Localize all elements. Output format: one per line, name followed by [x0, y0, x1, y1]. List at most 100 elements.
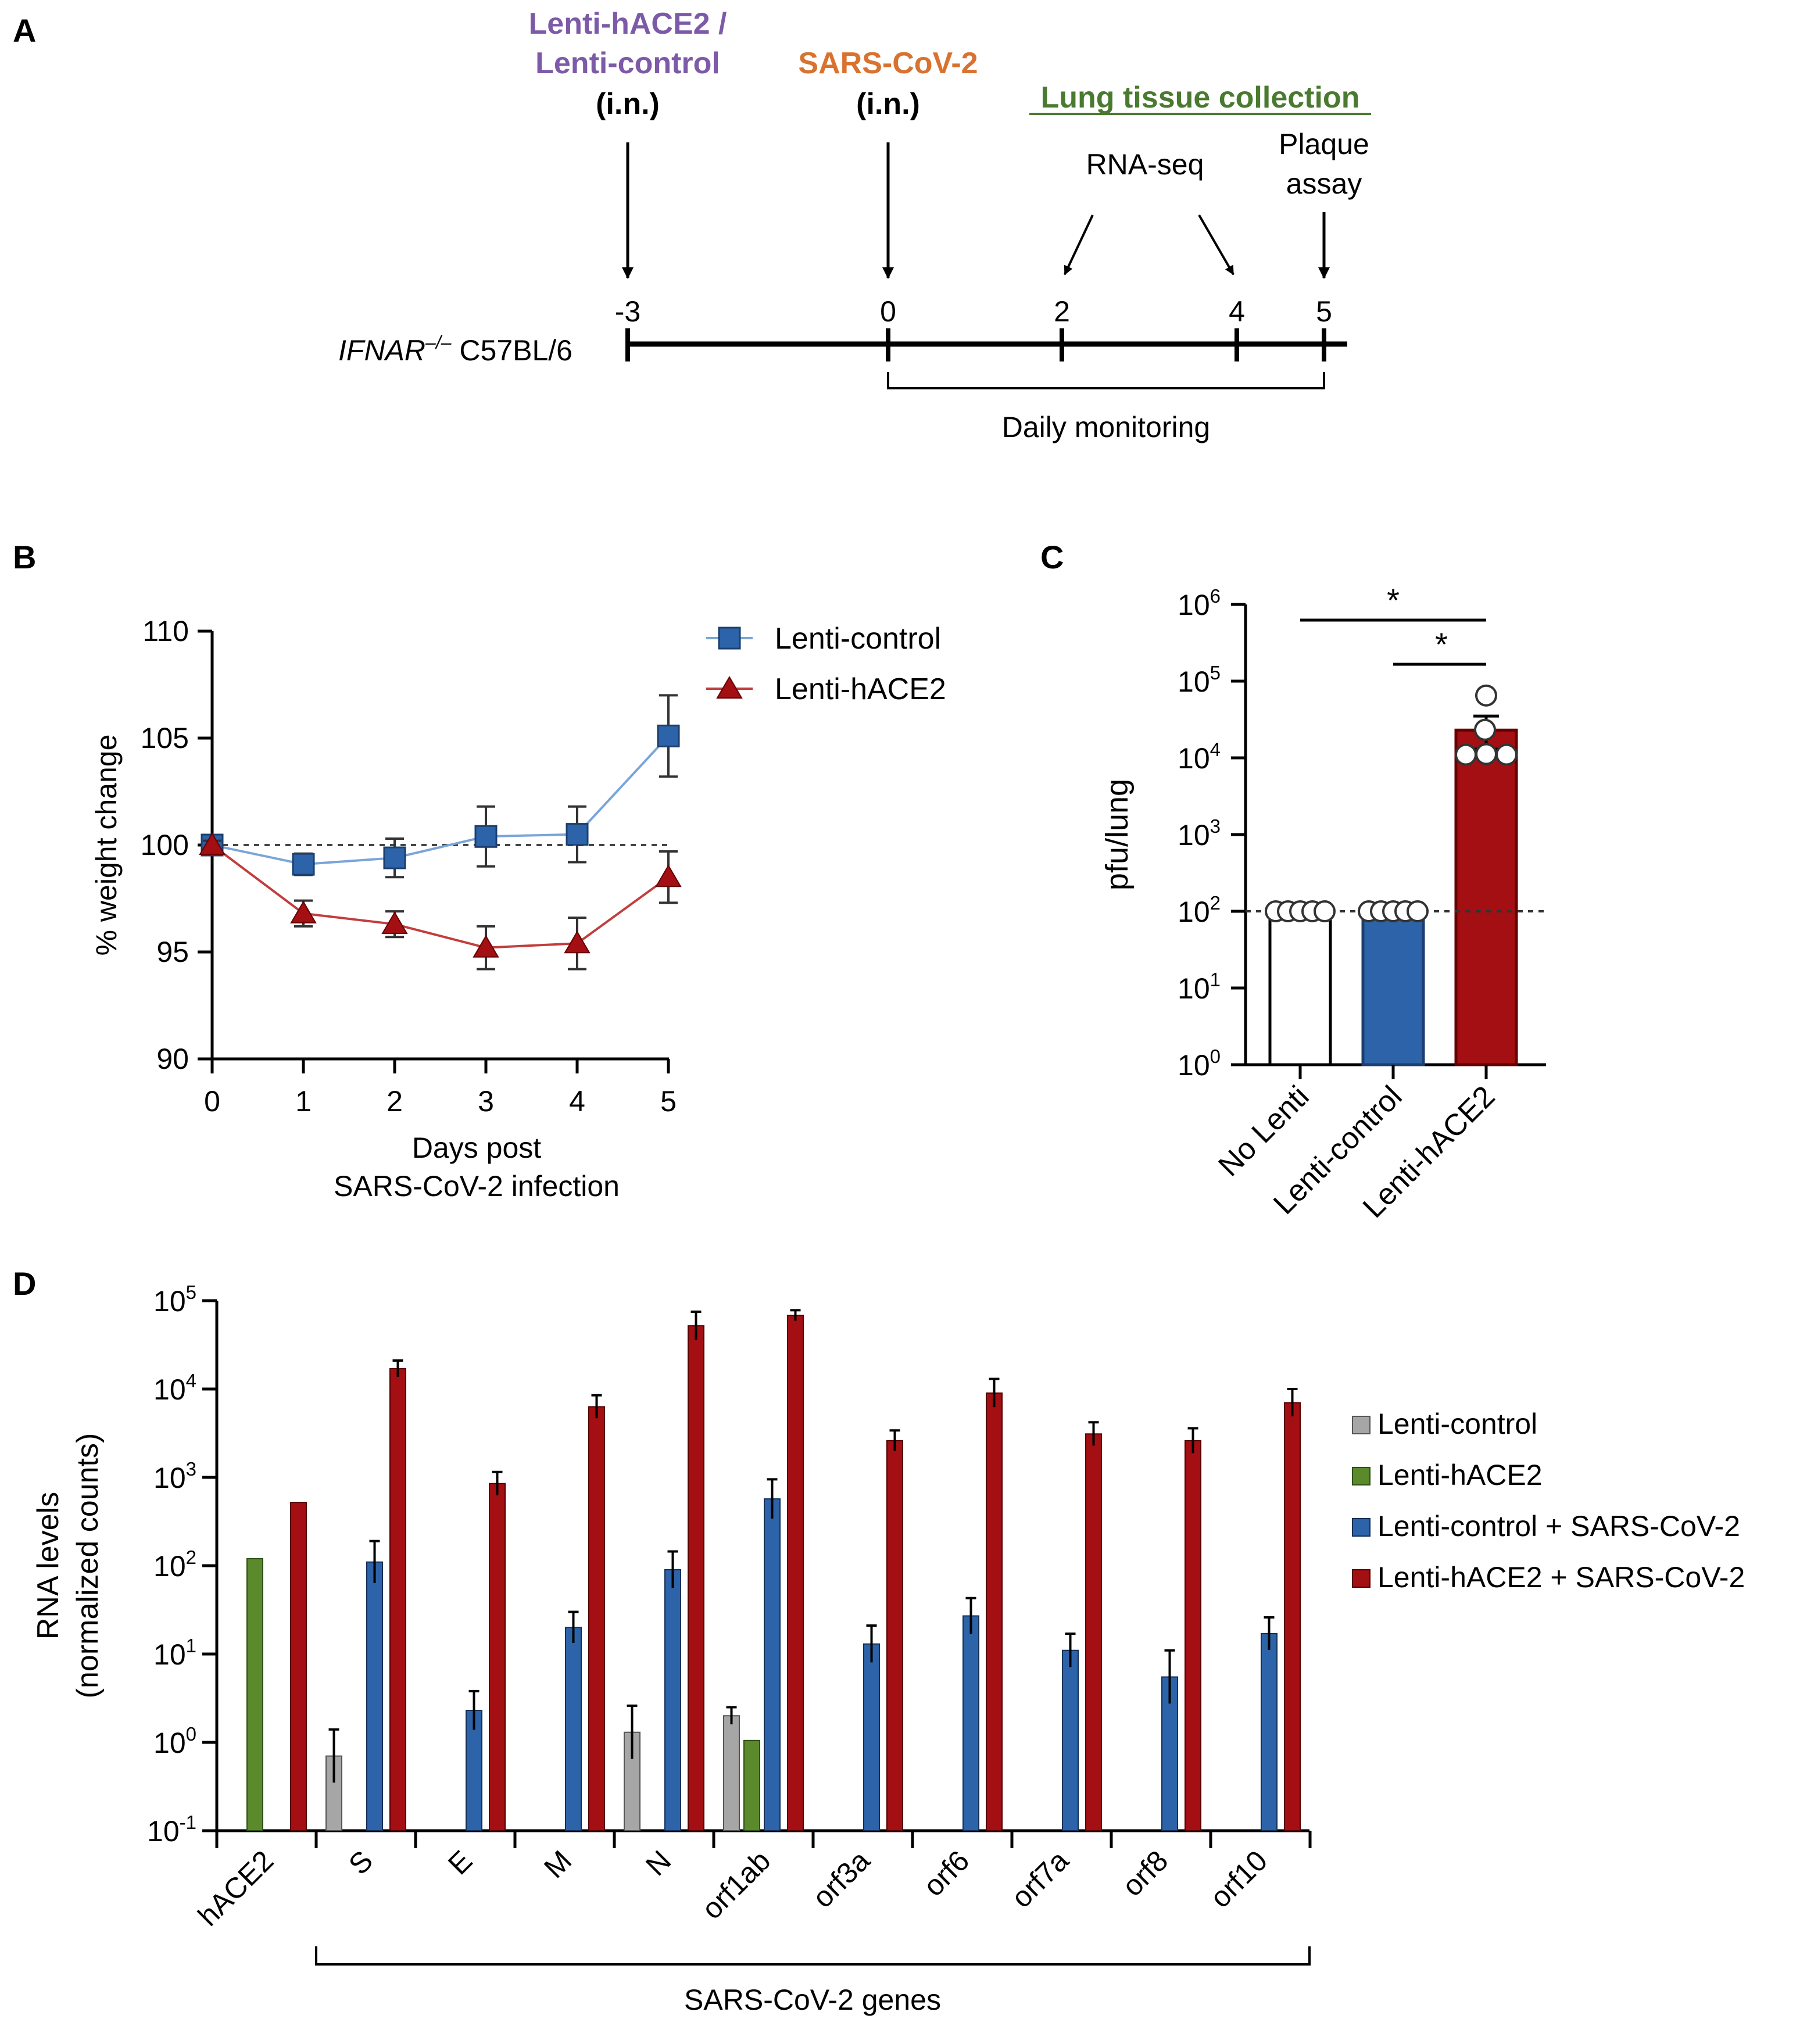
tick-base: 10	[1178, 589, 1210, 621]
legend-swatch-lenti-hace2	[1352, 1467, 1371, 1485]
lenti-route: (i.n.)	[596, 87, 660, 121]
tick-exponent: 2	[186, 1547, 196, 1568]
lenti-label-line2: Lenti-control	[535, 46, 720, 80]
y-tick-label: 102	[1178, 892, 1221, 928]
y-tick-label: 10-1	[147, 1812, 196, 1848]
bar	[688, 1325, 704, 1831]
rnaseq-arrow-day2	[1064, 214, 1094, 275]
data-point	[1475, 684, 1497, 707]
tick-exponent: -1	[180, 1812, 196, 1833]
legend-label: Lenti-control	[1377, 1408, 1537, 1440]
y-tick-label: 101	[153, 1635, 196, 1671]
monitoring-bracket	[887, 372, 1325, 389]
bar	[962, 1615, 979, 1831]
sars-route: (i.n.)	[856, 87, 920, 121]
timeline-gene-superscript: –/–	[425, 332, 452, 353]
timeline-gene-italic: IFNAR	[338, 334, 425, 367]
legend-label-lenti-hace2: Lenti-hACE2	[775, 672, 946, 706]
tick-base: 10	[1178, 665, 1210, 698]
legend-label: Lenti-hACE2 + SARS-CoV-2	[1377, 1561, 1745, 1594]
tick-exponent: 4	[186, 1370, 196, 1391]
monitoring-label: Daily monitoring	[1002, 411, 1210, 443]
chart-d-legend: Lenti-control Lenti-hACE2 Lenti-control …	[1352, 1408, 1745, 1594]
x-tick-label: 4	[569, 1085, 585, 1118]
chart-b: 90 95 100 105 110 0 1 2 3 4 5 % weight change Day…	[90, 615, 946, 1202]
series-line	[212, 735, 670, 866]
tick-base: 10	[1178, 819, 1210, 851]
y-tick-label: 95	[156, 936, 189, 968]
x-tick-label: 3	[478, 1085, 494, 1118]
bar	[863, 1643, 880, 1832]
tick-base: 10	[153, 1550, 186, 1583]
legend-label: Lenti-control + SARS-CoV-2	[1377, 1510, 1740, 1542]
data-point-square	[474, 825, 498, 848]
y-tick-label: 90	[156, 1043, 189, 1075]
tick-base: 10	[153, 1727, 186, 1759]
tick-base: 10	[153, 1462, 186, 1494]
timeline-tick-label: 0	[880, 295, 896, 328]
x-tick-label: orf10	[1204, 1844, 1273, 1914]
x-tick-label: orf1ab	[695, 1844, 777, 1925]
x-tick-label: M	[538, 1844, 578, 1884]
panel-label-c: C	[1040, 539, 1064, 575]
x-tick-label: S	[342, 1844, 379, 1881]
significance-star-lower: *	[1435, 626, 1448, 663]
y-tick-label: 105	[153, 1281, 196, 1318]
x-tick-label: 2	[387, 1085, 403, 1118]
timeline-mouse-label: IFNAR–/– C57BL/6	[338, 332, 572, 367]
plaque-label-line1: Plaque	[1279, 128, 1369, 160]
data-point-square	[292, 853, 315, 876]
tick-base: 10	[147, 1815, 180, 1848]
chart-c-points	[1265, 684, 1518, 922]
tick-exponent: 6	[1210, 585, 1221, 607]
x-tick-label: 5	[660, 1085, 677, 1118]
tick-exponent: 3	[1210, 815, 1221, 837]
y-tick-label: 104	[153, 1370, 196, 1406]
chart-b-x-label-line1: Days post	[412, 1132, 541, 1164]
timeline-strain: C57BL/6	[452, 334, 572, 367]
chart-d-y-label-line2: (normalized counts)	[71, 1433, 105, 1699]
tick-exponent: 5	[186, 1281, 196, 1303]
rnaseq-label: RNA-seq	[1086, 148, 1204, 181]
x-tick-label: hACE2	[192, 1844, 280, 1932]
y-tick-label: 105	[1178, 662, 1221, 698]
panel-label-b: B	[13, 539, 36, 575]
chart-d-bars	[215, 1309, 1312, 1848]
y-tick-label: 104	[1178, 739, 1221, 775]
data-point-square	[657, 724, 680, 747]
bar	[1454, 728, 1518, 1066]
tick-exponent: 1	[186, 1635, 196, 1656]
y-tick-label: 100	[141, 829, 189, 861]
rnaseq-arrow-day4	[1198, 214, 1235, 275]
timeline-tick-label: -3	[615, 295, 640, 328]
bar	[723, 1715, 740, 1831]
chart-c-y-label: pfu/lung	[1100, 779, 1135, 890]
data-point	[1314, 900, 1336, 922]
tick-base: 10	[153, 1285, 186, 1318]
chart-d-y-label-line1: RNA levels	[31, 1492, 65, 1640]
data-point-triangle	[290, 900, 317, 923]
legend-swatch-lenti-hace2-sars	[1352, 1569, 1371, 1588]
timeline-panel: IFNAR–/– C57BL/6 -3 0 2 4 5 Lenti-hACE2 …	[338, 7, 1371, 443]
bar	[664, 1569, 681, 1831]
tick-base: 10	[153, 1373, 186, 1406]
y-tick-label: 105	[141, 722, 189, 754]
bar	[1284, 1402, 1301, 1832]
tick-exponent: 3	[186, 1458, 196, 1480]
legend-label-lenti-control: Lenti-control	[775, 622, 941, 656]
chart-b-series	[199, 694, 682, 971]
bar	[1085, 1433, 1102, 1831]
timeline-tick-label: 5	[1316, 295, 1332, 328]
y-tick-label: 100	[153, 1723, 196, 1759]
legend-marker-square	[718, 627, 741, 650]
bar	[986, 1392, 1003, 1831]
bar	[1185, 1440, 1201, 1831]
legend-marker-triangle	[716, 676, 743, 699]
bar	[389, 1368, 406, 1831]
x-tick-label: orf8	[1116, 1844, 1175, 1903]
tick-exponent: 0	[1210, 1046, 1221, 1067]
